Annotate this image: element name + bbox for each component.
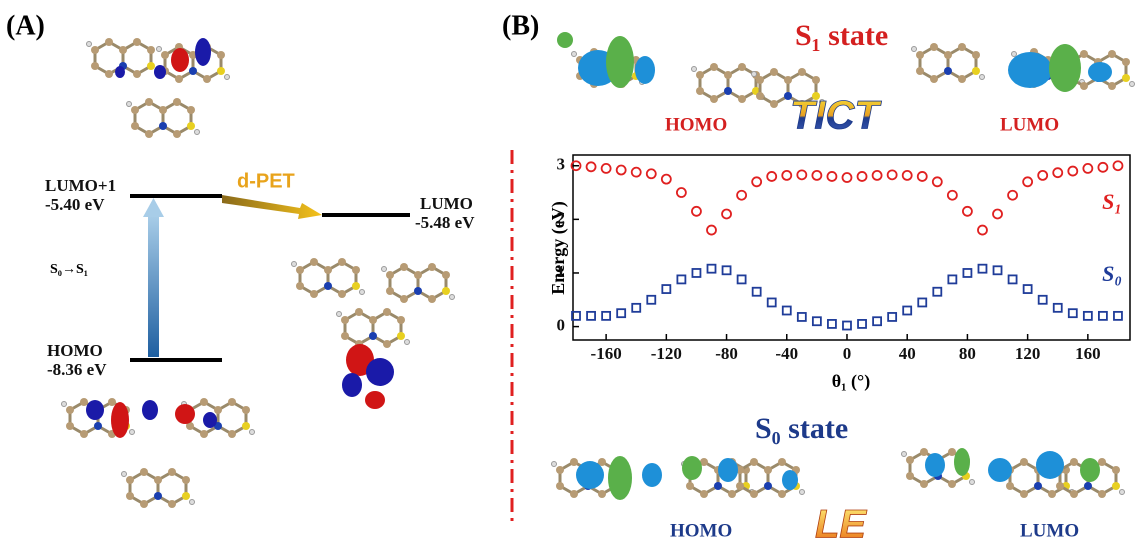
y-tick-label: 0 <box>557 316 566 335</box>
x-tick-label: -80 <box>715 344 738 363</box>
transfer-label: d-PET <box>237 170 295 192</box>
orbital-label: HOMO <box>665 114 727 135</box>
panel-label: (A) <box>6 10 45 41</box>
x-tick-label: 80 <box>959 344 976 363</box>
level-name: LUMO+1 <box>45 176 116 195</box>
y-tick-label: 1 <box>557 262 566 281</box>
orbital-label: HOMO <box>670 520 732 541</box>
panel-label: (B) <box>502 10 539 41</box>
y-tick-label: 2 <box>557 208 566 227</box>
mechanism-label: LE <box>815 503 867 547</box>
x-tick-label: 120 <box>1015 344 1041 363</box>
series-label: S₁ <box>1102 189 1122 214</box>
excitation-label: S₀→S₁ <box>50 262 88 277</box>
x-tick-label: -160 <box>591 344 622 363</box>
level-name: HOMO <box>47 341 103 360</box>
x-tick-label: 40 <box>899 344 916 363</box>
state-title: S₁ state <box>795 19 888 52</box>
x-tick-label: -40 <box>775 344 798 363</box>
mechanism-label: TICT <box>790 94 882 138</box>
y-tick-label: 3 <box>557 155 566 174</box>
level-energy: -8.36 eV <box>47 360 107 379</box>
x-axis-label: θ₁ (°) <box>832 371 870 392</box>
orbital-label: LUMO <box>1020 520 1079 541</box>
level-energy: -5.48 eV <box>415 213 475 232</box>
series-label: S₀ <box>1102 261 1122 286</box>
plot-frame <box>573 155 1130 340</box>
state-title: S₀ state <box>755 412 848 445</box>
level-energy: -5.40 eV <box>45 195 105 214</box>
x-tick-label: 160 <box>1075 344 1101 363</box>
figure: (A) LUMO+1 -5.40 eV d-PET LUMO -5.48 eV … <box>0 0 1145 547</box>
x-tick-label: -120 <box>651 344 682 363</box>
x-tick-label: 0 <box>843 344 852 363</box>
orbital-label: LUMO <box>1000 114 1059 135</box>
level-name: LUMO <box>420 194 473 213</box>
